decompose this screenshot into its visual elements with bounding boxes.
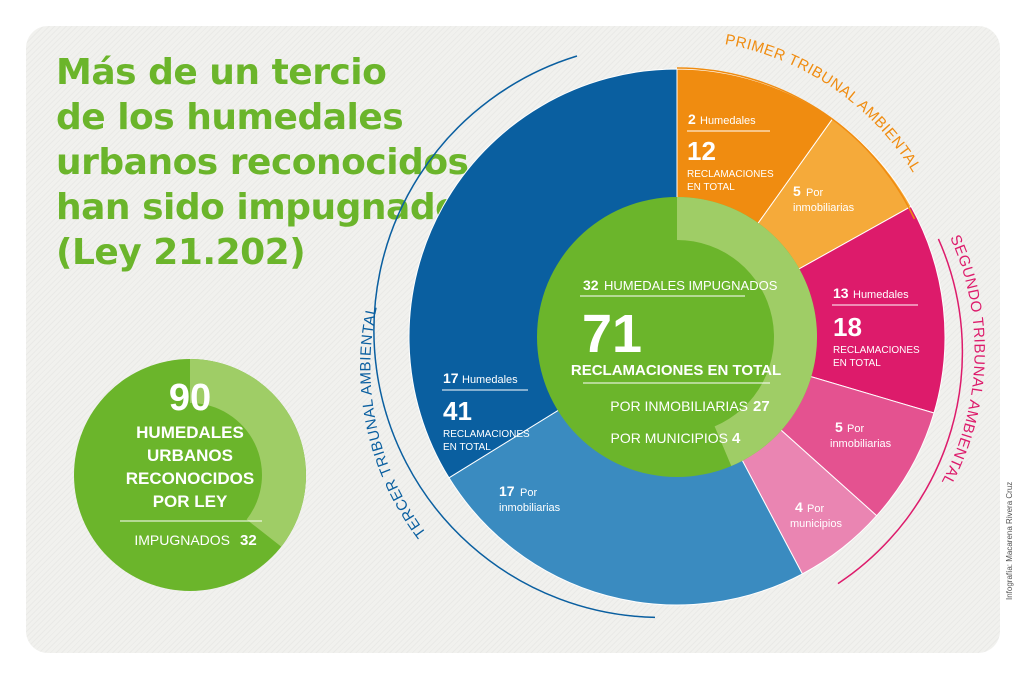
headline-line-1: Más de un tercio <box>56 52 387 93</box>
primer-humedales-value: 2 <box>688 111 696 127</box>
badge-impugnados-arc <box>190 359 306 547</box>
primer-inmob-label-2: inmobiliarias <box>793 202 855 214</box>
center-inmob-label: POR INMOBILIARIAS <box>610 398 748 414</box>
credit-text: Infografía: Macarena Rivera Cruz <box>1005 481 1014 600</box>
segundo-inmob-label-1: Por <box>847 423 864 435</box>
inner-ring-impugnados <box>677 197 817 467</box>
center-top-label: HUMEDALES IMPUGNADOS <box>604 278 778 293</box>
headline-line-2: de los humedales <box>56 97 404 138</box>
tercer-reclamaciones-label-1: RECLAMACIONES <box>443 429 530 440</box>
primer-labels: 2 Humedales 12 RECLAMACIONES EN TOTAL 5 … <box>687 111 855 214</box>
tercer-inmob-label-1: Por <box>520 487 537 499</box>
inner-ring <box>537 197 817 477</box>
headline-line-3: urbanos reconocidos <box>56 142 469 183</box>
segundo-arc-line <box>837 238 964 585</box>
center-muni-value: 4 <box>732 430 741 447</box>
segundo-humedales-label: Humedales <box>853 289 909 301</box>
center-total-number: 71 <box>582 304 642 364</box>
center-summary: 32 HUMEDALES IMPUGNADOS 71 RECLAMACIONES… <box>571 277 781 447</box>
segundo-inmob-label-2: inmobiliarias <box>830 438 892 450</box>
segundo-reclamaciones-value: 18 <box>833 312 862 342</box>
segundo-muni-label-1: Por <box>807 503 824 515</box>
pie-slice-6 <box>448 336 804 606</box>
tercer-reclamaciones-label-2: EN TOTAL <box>443 442 491 453</box>
headline: Más de un tercio de los humedales urbano… <box>56 50 481 275</box>
tercer-humedales-value: 17 <box>443 370 459 386</box>
badge-impugnados-label: IMPUGNADOS <box>134 532 230 548</box>
primer-reclamaciones-label-1: RECLAMACIONES <box>687 169 774 180</box>
badge-label-line-2: URBANOS <box>147 446 233 465</box>
left-badge: 90 HUMEDALES URBANOS RECONOCIDOS POR LEY… <box>74 359 306 591</box>
tercer-inmob-label-2: inmobiliarias <box>499 502 561 514</box>
headline-line-5: (Ley 21.202) <box>56 232 306 273</box>
badge-label-line-4: POR LEY <box>153 492 228 511</box>
segundo-inmob-value: 5 <box>835 419 843 435</box>
primer-reclamaciones-value: 12 <box>687 136 716 166</box>
segundo-muni-label-2: municipios <box>790 518 842 530</box>
badge-impugnados-value: 32 <box>240 532 257 549</box>
primer-inmob-label-1: Por <box>806 187 823 199</box>
primer-humedales-label: Humedales <box>700 115 756 127</box>
center-inmob-value: 27 <box>753 398 770 415</box>
segundo-reclamaciones-label-1: RECLAMACIONES <box>833 345 920 356</box>
badge-label-line-1: HUMEDALES <box>136 423 244 442</box>
primer-inmob-value: 5 <box>793 183 801 199</box>
segundo-humedales-value: 13 <box>833 285 849 301</box>
tercer-inmob-value: 17 <box>499 483 515 499</box>
tercer-arc-line <box>373 55 656 619</box>
segundo-labels: 13 Humedales 18 RECLAMACIONES EN TOTAL 5… <box>790 285 920 530</box>
badge-label-line-3: RECONOCIDOS <box>126 469 254 488</box>
primer-arc-line <box>676 67 916 220</box>
primer-reclamaciones-label-2: EN TOTAL <box>687 182 735 193</box>
segundo-reclamaciones-label-2: EN TOTAL <box>833 358 881 369</box>
tercer-reclamaciones-value: 41 <box>443 396 472 426</box>
center-total-label: RECLAMACIONES EN TOTAL <box>571 362 781 379</box>
badge-number: 90 <box>169 377 211 419</box>
tercer-humedales-label: Humedales <box>462 374 518 386</box>
segundo-muni-value: 4 <box>795 499 803 515</box>
center-muni-label: POR MUNICIPIOS <box>611 430 728 446</box>
headline-line-4: han sido impugnados <box>56 187 481 228</box>
tercer-labels: 17 Humedales 41 RECLAMACIONES EN TOTAL 1… <box>442 370 561 514</box>
center-top-value: 32 <box>583 277 599 293</box>
